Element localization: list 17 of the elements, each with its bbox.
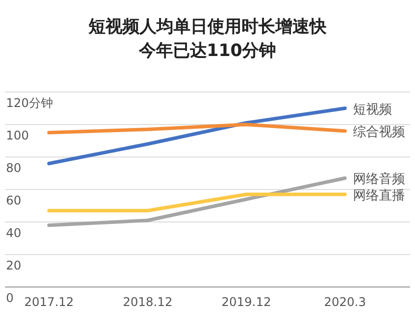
y-tick-label: 100 [6, 128, 29, 142]
y-tick-label: 40 [6, 226, 22, 240]
series-label: 综合视频 [353, 125, 405, 140]
series-label: 短视频 [353, 102, 392, 118]
x-tick-label: 2018.12 [122, 295, 172, 309]
y-tick-label: 0 [6, 291, 14, 305]
x-tick-label: 2017.12 [24, 295, 74, 309]
chart-title: 短视频人均单日使用时长增速快 [88, 17, 328, 37]
x-tick-label: 2020.3 [324, 295, 366, 309]
y-tick-label: 80 [6, 161, 22, 175]
y-tick-label: 120分钟 [6, 96, 53, 110]
chart-subtitle: 今年已达110分钟 [138, 41, 276, 61]
series-label: 网络音频 [353, 172, 405, 188]
series-label: 网络直播 [353, 188, 405, 204]
x-tick-label: 2019.12 [222, 295, 272, 309]
y-tick-label: 20 [6, 258, 22, 272]
y-tick-label: 60 [6, 194, 22, 208]
